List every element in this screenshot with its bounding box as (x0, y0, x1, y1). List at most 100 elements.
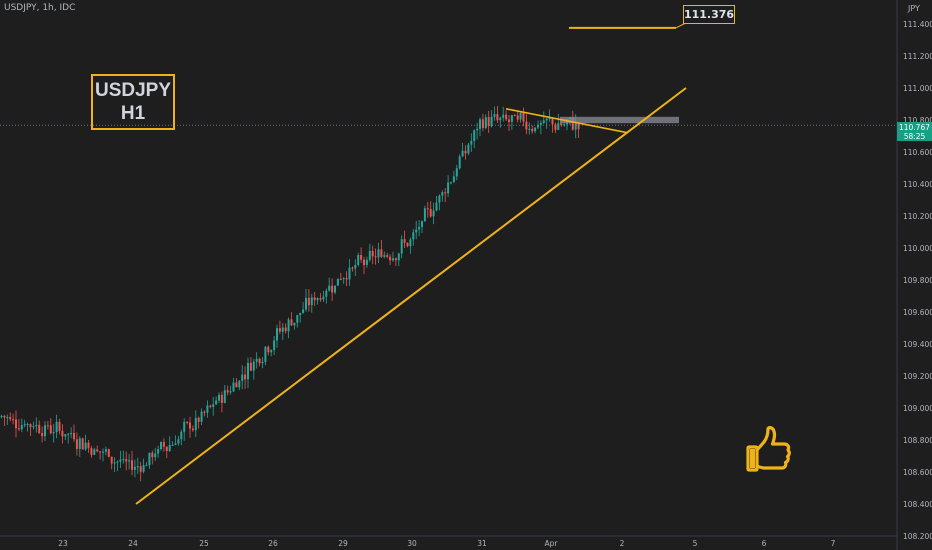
price-tick-label: 110.600 (903, 148, 932, 157)
candle-body (238, 380, 241, 388)
candle-body (249, 362, 252, 371)
candle-body (215, 400, 218, 405)
candle-body (194, 417, 197, 431)
candle-body (444, 192, 447, 194)
candle-body (380, 249, 383, 257)
candle-body (499, 117, 502, 121)
candle-body (574, 123, 577, 130)
price-axis[interactable]: 111.400 111.200 111.000 110.800 110.600 110.4… (903, 20, 932, 541)
candle-body (525, 121, 528, 130)
candle-body (508, 119, 510, 122)
candle-body (9, 417, 12, 420)
candle-body (122, 459, 125, 461)
candle-body (44, 425, 46, 437)
candle-body (160, 442, 162, 450)
candle-body (389, 256, 392, 261)
target-callout[interactable]: 111.376 (683, 5, 735, 24)
candle-body (131, 460, 133, 470)
time-tick-label: Apr (545, 539, 559, 548)
candle-body (368, 250, 371, 260)
candle-body (87, 442, 90, 449)
ascending-trendline[interactable] (135, 87, 687, 505)
candle-body (241, 374, 244, 381)
candle-body (99, 451, 102, 453)
candle-body (84, 442, 87, 450)
candle-body (476, 128, 479, 131)
price-tick-label: 111.200 (903, 52, 932, 61)
candle-body (479, 119, 481, 129)
candle-body (183, 421, 186, 432)
candle-body (354, 264, 357, 269)
candle-body (452, 176, 455, 183)
candle-body (90, 448, 93, 455)
candle-body (116, 461, 119, 463)
symbol-label: USDJPY, 1h, IDC (4, 3, 76, 13)
candle-body (400, 239, 403, 254)
candle-body (177, 439, 180, 444)
candle-body (186, 421, 189, 423)
candle-body (296, 315, 299, 323)
time-tick-label: 29 (338, 539, 348, 548)
candle-body (560, 123, 563, 126)
price-tick-label: 111.000 (903, 84, 932, 93)
price-tick-label: 110.400 (903, 180, 932, 189)
candle-body (174, 443, 177, 445)
time-tick-label: 31 (477, 539, 487, 548)
candle-body (557, 123, 560, 130)
candle-body (165, 446, 168, 451)
candle-body (267, 346, 270, 353)
candle-body (145, 465, 148, 467)
candle-body (64, 434, 67, 437)
candle-body (357, 254, 360, 265)
title-box[interactable]: USDJPY H1 (91, 74, 175, 130)
candle-body (46, 425, 49, 427)
candle-body (450, 182, 452, 184)
candle-body (394, 258, 397, 261)
candle-body (418, 226, 421, 230)
candle-body (336, 278, 339, 286)
price-tick-label: 109.400 (903, 340, 932, 349)
candle-body (371, 250, 374, 257)
candle-body (397, 253, 400, 261)
price-tick-label: 108.400 (903, 500, 932, 509)
price-tick-label: 109.600 (903, 308, 932, 317)
candle-body (447, 182, 450, 194)
candle-body (203, 411, 206, 413)
candle-body (189, 422, 191, 429)
candle-body (247, 362, 249, 380)
candle-body (423, 208, 426, 222)
candle-body (383, 255, 386, 257)
candle-body (484, 117, 487, 128)
candle-body (331, 285, 334, 293)
descending-trendline[interactable] (505, 108, 629, 134)
candle-body (421, 221, 423, 227)
candle-body (577, 123, 580, 130)
candle-body (232, 382, 235, 392)
candle-body (226, 390, 229, 393)
candle-body (218, 394, 220, 401)
price-tick-label: 108.800 (903, 436, 932, 445)
time-axis[interactable]: 23 24 25 26 29 30 31 Apr 2 5 6 7 (58, 539, 835, 548)
candle-body (426, 208, 429, 210)
candle-body (119, 459, 122, 462)
candle-body (313, 297, 316, 301)
candle-body (493, 114, 496, 117)
candle-body (542, 120, 545, 123)
candle-body (244, 374, 247, 380)
candle-body (252, 361, 255, 371)
candle-body (107, 449, 110, 457)
candle-body (307, 297, 310, 306)
candle-body (537, 124, 539, 128)
candle-body (55, 421, 58, 433)
candle-body (128, 460, 131, 462)
candle-body (531, 128, 534, 132)
candle-body (75, 439, 78, 449)
candle-body (157, 449, 160, 454)
price-tick-label: 108.600 (903, 468, 932, 477)
candle-body (548, 118, 551, 120)
candle-body (342, 278, 345, 280)
candle-body (441, 192, 444, 196)
candle-body (110, 456, 113, 464)
candle-body (29, 424, 32, 428)
